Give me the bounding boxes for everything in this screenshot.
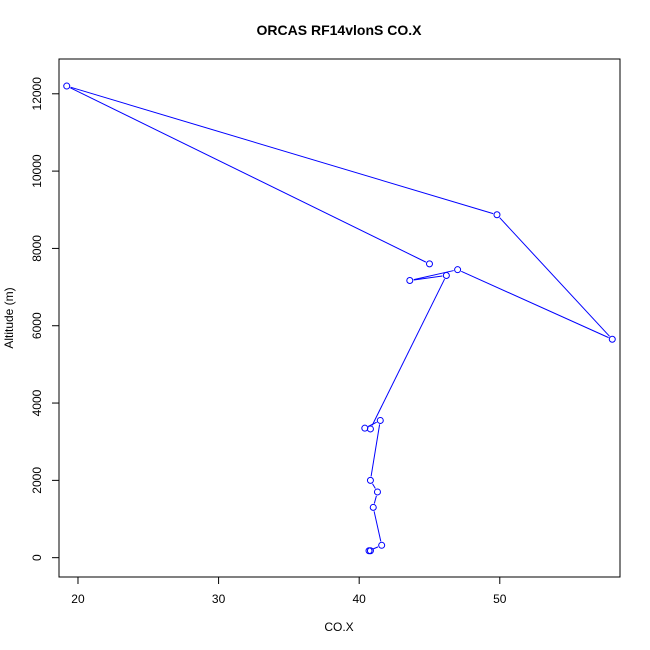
data-point xyxy=(493,211,501,219)
x-tick-label: 20 xyxy=(71,592,85,606)
data-point xyxy=(366,547,374,555)
data-point xyxy=(376,416,384,424)
series-segment xyxy=(413,275,443,281)
series-segment xyxy=(70,86,494,215)
data-point xyxy=(608,335,616,343)
series-layer xyxy=(63,82,616,555)
data-point xyxy=(366,476,374,484)
series-segment xyxy=(499,217,610,337)
series-segment xyxy=(370,424,381,477)
y-tick-label: 10000 xyxy=(30,154,44,188)
y-axis: 0 2000 4000 6000 8000 10000 12000 xyxy=(30,77,60,561)
y-tick-label: 0 xyxy=(30,554,44,561)
x-tick-label: 50 xyxy=(493,592,507,606)
series-segment xyxy=(372,546,379,550)
series-segment xyxy=(461,270,609,339)
data-point xyxy=(378,541,386,549)
data-point xyxy=(454,266,462,274)
data-point xyxy=(425,260,433,268)
y-tick-label: 2000 xyxy=(30,467,44,494)
series-segment xyxy=(373,495,377,504)
x-tick-label: 40 xyxy=(353,592,367,606)
data-point xyxy=(366,425,374,433)
y-tick-label: 4000 xyxy=(30,389,44,416)
chart-title: ORCAS RF14vlonS CO.X xyxy=(257,22,423,38)
y-tick-label: 12000 xyxy=(30,77,44,111)
data-point xyxy=(442,271,450,279)
series-segment xyxy=(371,278,446,426)
y-tick-label: 8000 xyxy=(30,235,44,262)
series-segment xyxy=(372,483,376,489)
data-point xyxy=(373,488,381,496)
data-point xyxy=(63,82,71,90)
y-tick-label: 6000 xyxy=(30,312,44,339)
x-axis-label: CO.X xyxy=(324,620,353,634)
x-axis: 20 30 40 50 xyxy=(71,576,507,606)
y-axis-label: Altitude (m) xyxy=(2,287,16,348)
series-segment xyxy=(373,511,382,542)
data-point xyxy=(406,277,414,285)
series-segment xyxy=(70,87,427,263)
data-point xyxy=(361,424,369,432)
plot-frame xyxy=(58,58,621,578)
x-tick-label: 30 xyxy=(212,592,226,606)
data-point xyxy=(369,503,377,511)
